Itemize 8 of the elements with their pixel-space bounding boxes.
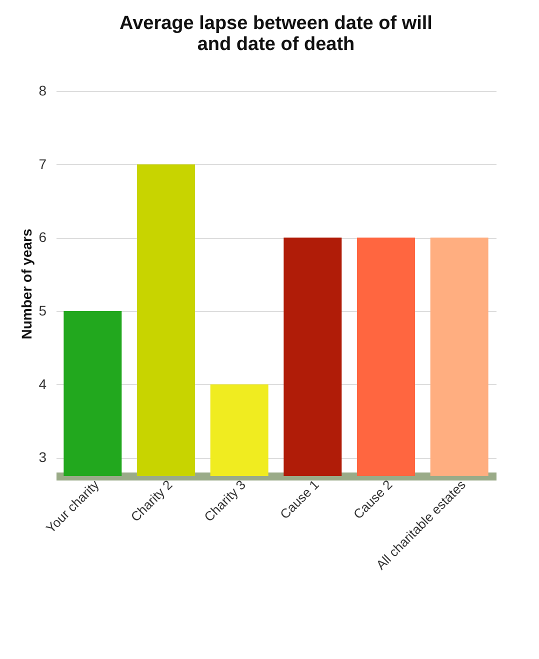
y-tick-label: 5: [38, 302, 47, 318]
y-tick-label: 7: [38, 156, 47, 172]
y-tick-label: 8: [38, 82, 47, 98]
chart-title: Average lapse between date of will and date of death: [120, 13, 432, 55]
y-axis-title: Number of years: [18, 228, 35, 340]
y-tick-label: 3: [38, 449, 47, 466]
y-tick-label: 4: [38, 376, 47, 392]
y-tick-label: 6: [38, 229, 47, 246]
